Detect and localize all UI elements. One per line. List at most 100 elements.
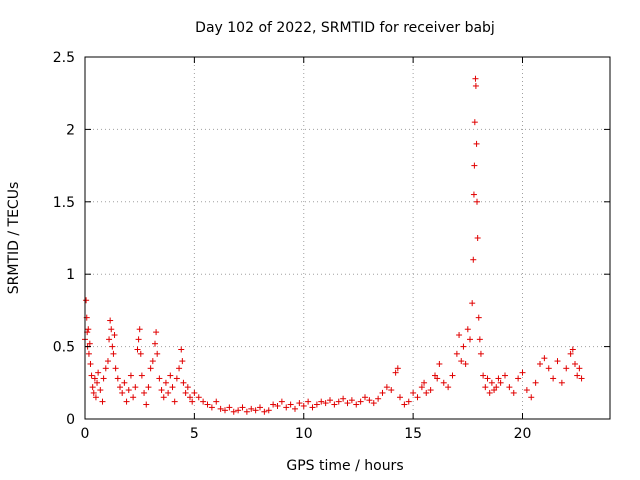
data-point [567, 350, 574, 357]
data-point [292, 405, 298, 412]
data-point [344, 400, 351, 407]
data-point [449, 372, 456, 379]
data-point [574, 372, 581, 379]
data-point [99, 398, 106, 405]
data-point [91, 375, 98, 382]
data-point [436, 360, 443, 367]
data-point [152, 340, 158, 347]
data-point [541, 355, 548, 362]
plot-frame [84, 56, 611, 420]
data-point [182, 389, 189, 396]
data-point [121, 379, 128, 386]
data-point [132, 384, 139, 391]
data-point [484, 375, 491, 382]
data-point [270, 401, 277, 408]
y-tick-label: 2 [66, 122, 75, 138]
data-point [106, 336, 113, 343]
data-point [85, 326, 92, 333]
data-point [108, 326, 115, 333]
data-point [477, 350, 484, 357]
data-point [550, 375, 557, 382]
data-point [482, 384, 489, 391]
data-point [90, 389, 97, 396]
data-point [213, 398, 220, 405]
data-point [137, 350, 144, 357]
data-point [296, 400, 303, 407]
data-point [497, 379, 504, 386]
data-point [486, 389, 493, 396]
data-point [217, 405, 224, 412]
chart-title: Day 102 of 2022, SRMTID for receiver bab… [195, 20, 495, 36]
data-point [243, 408, 250, 415]
data-point [456, 332, 463, 339]
data-point [467, 336, 473, 343]
data-point [462, 360, 469, 367]
data-point [418, 384, 425, 391]
data-point [427, 387, 434, 394]
data-point [470, 256, 477, 263]
data-point [471, 162, 478, 169]
data-point [366, 397, 373, 404]
data-point [125, 387, 132, 394]
data-point [474, 198, 480, 205]
data-point [257, 404, 263, 411]
data-point [370, 400, 377, 407]
data-point [156, 375, 163, 382]
data-point [576, 365, 583, 372]
data-point [537, 360, 543, 367]
data-point [348, 397, 355, 404]
data-point [162, 379, 169, 386]
data-point [414, 394, 421, 401]
data-point [558, 379, 565, 386]
data-point [252, 407, 259, 414]
data-point [475, 314, 482, 321]
data-point [261, 408, 268, 415]
data-point [107, 317, 114, 324]
data-point [480, 372, 487, 379]
data-point [143, 401, 150, 408]
data-point [506, 384, 513, 391]
data-point [423, 389, 430, 396]
data-point [92, 394, 99, 401]
y-tick-label: 2.5 [53, 50, 75, 66]
data-point [112, 365, 119, 372]
x-tick-label: 0 [81, 426, 90, 442]
data-point [476, 336, 483, 343]
data-point [469, 300, 476, 307]
data-point [176, 365, 183, 372]
y-tick-label: 0 [66, 412, 75, 428]
x-tick-label: 10 [295, 426, 313, 442]
data-point [149, 358, 156, 365]
data-point [153, 329, 160, 336]
data-point [470, 191, 477, 198]
data-point [453, 350, 460, 357]
data-point [274, 402, 281, 409]
data-point [434, 375, 441, 382]
data-point [87, 360, 94, 367]
data-point [88, 372, 95, 379]
data-point [102, 365, 109, 372]
data-point [85, 350, 92, 357]
data-point [510, 389, 517, 396]
data-point [86, 340, 93, 347]
data-point [114, 375, 121, 382]
data-point [460, 343, 467, 350]
data-point [458, 358, 465, 365]
data-point [109, 343, 116, 350]
data-point [472, 75, 479, 82]
data-point [572, 360, 578, 367]
data-point [327, 397, 333, 404]
data-point [394, 365, 401, 372]
data-point [532, 379, 539, 386]
data-point [495, 375, 502, 382]
x-tick-label: 5 [190, 426, 199, 442]
data-point [104, 358, 111, 365]
data-point [545, 365, 552, 372]
data-point [135, 336, 142, 343]
data-point [180, 379, 187, 386]
data-point [83, 297, 90, 304]
y-tick-label: 1.5 [53, 195, 75, 211]
data-point [445, 384, 452, 391]
data-point [305, 398, 312, 405]
